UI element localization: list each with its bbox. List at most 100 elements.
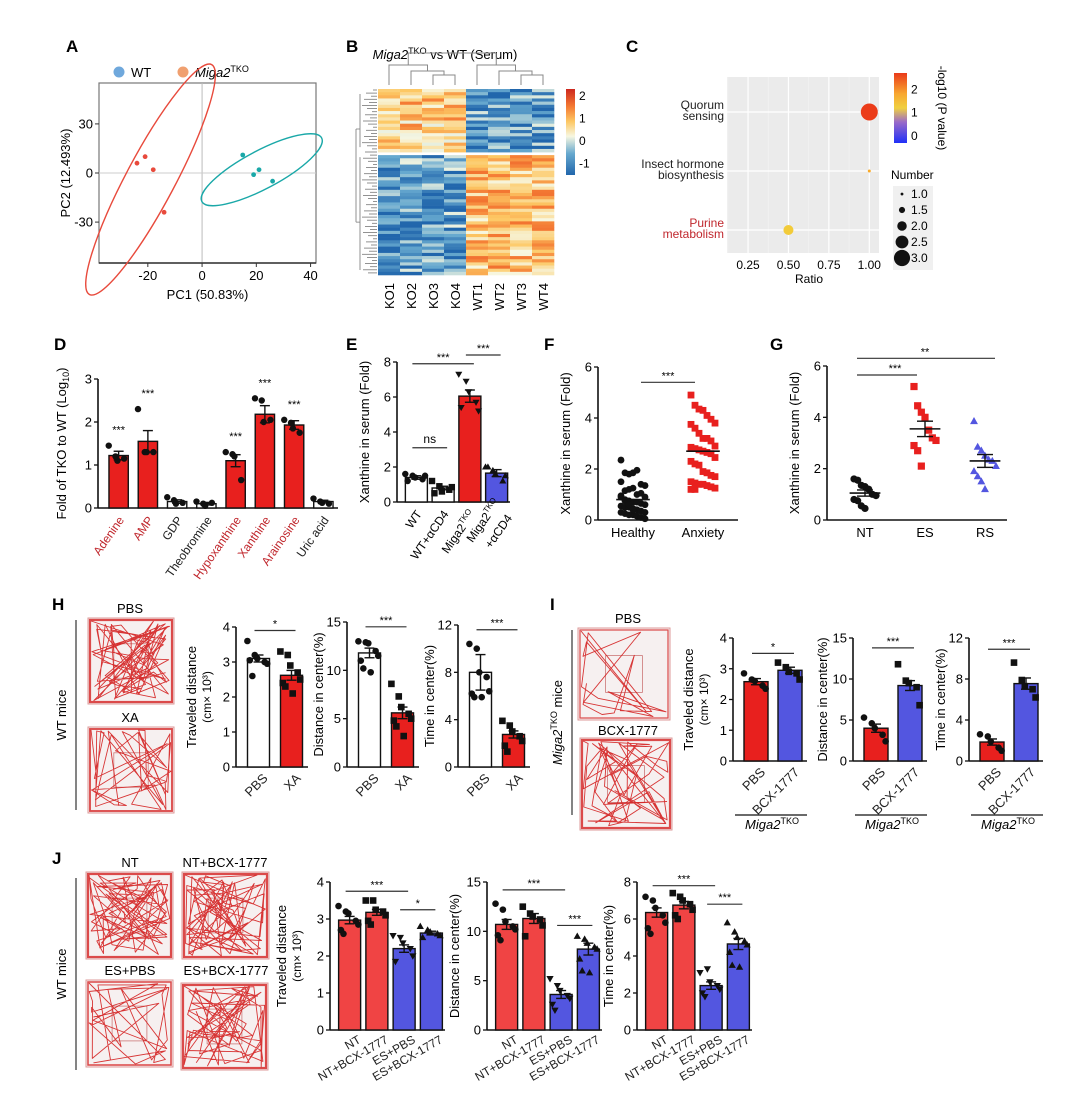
data-point [593, 945, 601, 952]
heatmap-cell [510, 183, 533, 187]
movement-track [183, 985, 266, 1068]
center-zone [111, 1005, 148, 1042]
heatmap-cell [466, 180, 489, 184]
data-point [553, 982, 562, 990]
heatmap-cell [488, 199, 511, 203]
heatmap-cell [400, 243, 423, 247]
y-axis-label: Time in center(%) [422, 645, 437, 747]
data-point [691, 445, 699, 452]
movement-track [184, 874, 266, 957]
comparison-label: *** [568, 913, 582, 925]
data-point [402, 470, 409, 478]
data-point [691, 486, 699, 493]
bubble [783, 225, 794, 235]
data-point [310, 495, 317, 502]
size-legend-label: 1.5 [911, 203, 928, 217]
heatmap-cell [488, 215, 511, 219]
data-point [193, 498, 200, 505]
heatmap-cell [532, 202, 555, 206]
confidence-ellipse [200, 133, 323, 207]
bar [419, 932, 444, 1031]
column-label: WT3 [514, 283, 529, 310]
y-tick-label: 2 [720, 692, 727, 707]
category-label: Insect hormone [641, 157, 724, 171]
data-point [914, 402, 922, 410]
category-label: Quorum [681, 98, 724, 112]
heatmap-cell [400, 89, 423, 93]
legend-ko-swatch [177, 66, 189, 78]
y-tick-label: 5 [334, 711, 341, 726]
heatmap-cell [400, 170, 423, 175]
heatmap-cell [422, 221, 445, 225]
data-point [641, 493, 649, 501]
heatmap-cell [488, 208, 511, 213]
heatmap-cell [422, 167, 445, 172]
heatmap-cell [422, 114, 445, 118]
size-legend-label: 3.0 [911, 251, 928, 265]
heatmap-cell [510, 114, 533, 118]
data-point [703, 966, 712, 973]
heatmap-cell [466, 158, 489, 162]
data-point [369, 897, 377, 904]
data-point [521, 932, 529, 940]
heatmap-cell [422, 89, 445, 93]
heatmap-cell [466, 259, 489, 263]
heatmap-cell [510, 95, 533, 99]
heatmap-cell [400, 107, 423, 112]
heatmap-cell [488, 262, 511, 266]
y-tick-label: 0 [814, 513, 821, 528]
heatmap-cell [466, 89, 489, 93]
heatmap-cell [378, 123, 401, 128]
movement-track [90, 620, 170, 701]
heatmap-cell [422, 130, 445, 134]
heatmap-cell [466, 174, 489, 178]
panel-label-d: D [54, 335, 66, 354]
y-tick-label: 30 [79, 116, 93, 131]
y-tick-label: 2 [223, 690, 230, 705]
heatmap-cell [422, 92, 445, 96]
data-point [395, 693, 403, 700]
heatmap-cell [378, 114, 401, 118]
data-point [740, 937, 749, 944]
row-dendrogram [355, 89, 377, 274]
data-point [707, 471, 715, 479]
pca-plot: WT Miga2TKO -20 0 20 40 -30 0 30 PC1 (50.83%) PC2 … [58, 63, 323, 302]
heatmap-cell [400, 240, 423, 244]
heatmap-cell [378, 180, 401, 184]
comparison-label: *** [437, 352, 451, 364]
comparison-label: *** [477, 343, 491, 355]
y-tick-label: 1 [720, 723, 727, 738]
data-point [1029, 685, 1036, 693]
data-point [296, 676, 304, 683]
track-label: PBS [117, 601, 143, 616]
heatmap-cell [444, 268, 467, 273]
category-label: biosynthesis [658, 168, 724, 182]
group-side-label: Miga2TKO mice [549, 680, 565, 765]
data-point [711, 484, 719, 492]
heatmap-cell [532, 268, 555, 273]
data-point [984, 733, 992, 740]
y-tick-label: 1 [317, 986, 324, 1001]
heatmap-cell [510, 249, 533, 254]
heatmap-cell [488, 202, 511, 206]
heatmap-cell [378, 262, 401, 266]
heatmap-cell [378, 126, 401, 131]
data-point [296, 429, 303, 436]
heatmap-cell [400, 136, 423, 140]
heatmap-cell [422, 262, 445, 266]
heatmap-cell [532, 148, 555, 153]
data-point [687, 443, 695, 451]
metabolite-bar-chart: 0 1 2 3 Fold of TKO to WT (Log10) *** *** *** **… [54, 368, 338, 582]
heatmap-cell [532, 199, 555, 203]
data-point [455, 371, 463, 378]
heatmap-cell [510, 130, 533, 134]
heatmap-cell [422, 164, 445, 169]
heatmap-cell [400, 230, 423, 235]
heatmap-cell [444, 114, 467, 118]
heatmap-cell [466, 271, 489, 276]
heatmap-cell [422, 224, 445, 228]
heatmap-cell [444, 133, 467, 137]
data-point [743, 941, 751, 948]
colorbar-tick-label: 0 [579, 134, 586, 148]
heatmap-cell [400, 95, 423, 99]
